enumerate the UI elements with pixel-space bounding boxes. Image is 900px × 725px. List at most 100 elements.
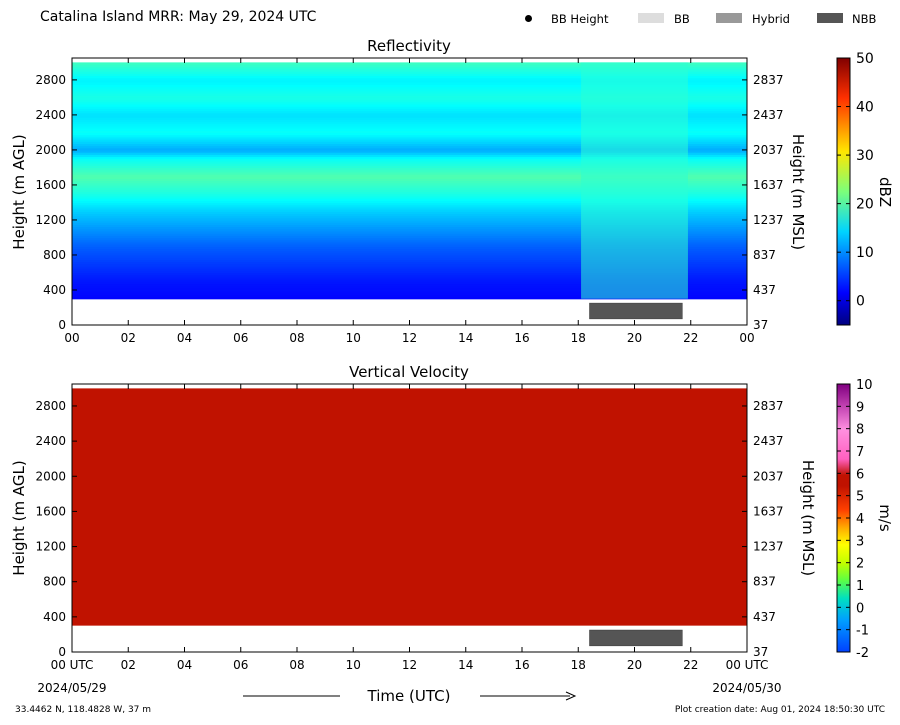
velocity-y-tick-label: 800 [43,575,66,589]
reflectivity-band [72,121,747,125]
reflectivity-band [72,79,747,83]
reflectivity-band [72,191,747,195]
reflectivity-band [72,112,747,116]
reflectivity-band [72,154,747,158]
reflectivity-band [72,268,747,271]
reflectivity-ylabel-right: Height (m MSL) [789,134,807,250]
reflectivity-y-tick-label: 2800 [35,73,66,87]
reflectivity-y-tick-label: 2400 [35,108,66,122]
reflectivity-band [72,143,747,147]
page-title: Catalina Island MRR: May 29, 2024 UTC [40,9,317,25]
velocity-ylabel-right: Height (m MSL) [799,460,817,576]
reflectivity-band [72,147,747,151]
reflectivity-band [72,75,747,79]
reflectivity-panel: Reflectivity 00 02 04 06 08 10 12 14 16 18 20 22 000… [10,37,894,345]
reflectivity-band [72,189,747,193]
velocity-colorbar-tick-label: 7 [856,445,864,460]
reflectivity-band [72,272,747,276]
reflectivity-heatmap [72,62,747,320]
velocity-x-tick-label: 04 [177,658,192,672]
bb-legend-swatch [638,13,664,23]
hybrid-legend-swatch [716,13,742,23]
reflectivity-band [72,224,747,228]
reflectivity-x-tick-label: 22 [683,331,698,345]
reflectivity-band [72,261,747,265]
reflectivity-plot-frame [71,57,748,326]
reflectivity-band [72,68,747,72]
reflectivity-band [72,138,747,142]
reflectivity-band [72,77,747,81]
velocity-colorbar-tick-label: 6 [856,467,864,482]
reflectivity-band [72,182,747,186]
reflectivity-band [72,198,747,201]
reflectivity-x-tick-label: 20 [627,331,642,345]
velocity-y-tick-label: 1600 [35,504,66,518]
reflectivity-band [72,99,747,103]
reflectivity-band [72,263,747,267]
reflectivity-band [72,71,747,74]
reflectivity-rain-period [581,62,688,299]
velocity-colorbar-tick-label: 10 [856,378,873,393]
velocity-nbb-bar [589,629,683,647]
reflectivity-band [72,110,747,114]
nbb-legend-swatch [817,13,843,23]
velocity-x-tick-label: 20 [627,658,642,672]
velocity-ylabel: Height (m AGL) [10,460,28,575]
reflectivity-band [72,235,747,239]
reflectivity-band [72,117,747,120]
velocity-colorbar-tick-label: 2 [856,557,864,572]
reflectivity-y-tick-label-right: 2437 [753,108,784,122]
velocity-colorbar-tick-label: 4 [856,512,864,527]
legend-bb-label: BB [674,12,690,26]
reflectivity-band [72,184,747,188]
reflectivity-band [72,132,747,136]
bb-height-legend-icon [525,15,532,22]
reflectivity-band [72,84,747,88]
velocity-x-tick-label: 00 UTC [726,658,769,672]
velocity-x-tick-label: 10 [346,658,361,672]
reflectivity-band [72,246,747,250]
reflectivity-band [72,248,747,252]
reflectivity-x-tick-label: 00 [739,331,754,345]
velocity-y-tick-label: 1200 [35,540,66,554]
velocity-y-tick-label: 2000 [35,469,66,483]
reflectivity-band [72,108,747,112]
reflectivity-band [72,283,747,287]
reflectivity-band [72,130,747,134]
reflectivity-band [72,222,747,225]
velocity-y-tick-label-right: 1237 [753,540,784,554]
reflectivity-colorbar-tick-label: 30 [856,148,874,164]
reflectivity-x-tick-label: 14 [458,331,473,345]
reflectivity-x-tick-label: 06 [233,331,248,345]
reflectivity-band [72,64,747,68]
reflectivity-band [72,254,747,258]
reflectivity-band [72,276,747,280]
reflectivity-y-tick-label-right: 1237 [753,213,784,227]
velocity-x-tick-label: 18 [571,658,586,672]
reflectivity-band [72,257,747,260]
reflectivity-band [72,193,747,197]
reflectivity-band [72,165,747,169]
reflectivity-band [72,160,747,164]
reflectivity-band [72,158,747,162]
reflectivity-band [72,211,747,214]
reflectivity-band [72,285,747,289]
velocity-y-tick-label-right: 437 [753,610,776,624]
reflectivity-colorbar-ticks: 0 10 20 30 40 50 [837,51,874,310]
reflectivity-y-tick-label-right: 837 [753,248,776,262]
reflectivity-colorbar-tick-label: 10 [856,245,874,261]
reflectivity-band [72,114,747,118]
reflectivity-band [72,173,747,177]
velocity-heatmap [72,388,747,647]
reflectivity-band [72,103,747,107]
reflectivity-x-tick-label: 16 [514,331,529,345]
reflectivity-band [72,128,747,131]
reflectivity-band [72,93,747,96]
velocity-colorbar-ticks: -2 -1 0 1 2 3 4 5 6 7 8 9 10 [837,378,873,661]
reflectivity-band [72,244,747,247]
reflectivity-y-tick-label: 800 [43,248,66,262]
reflectivity-band [72,106,747,109]
reflectivity-band [72,145,747,149]
